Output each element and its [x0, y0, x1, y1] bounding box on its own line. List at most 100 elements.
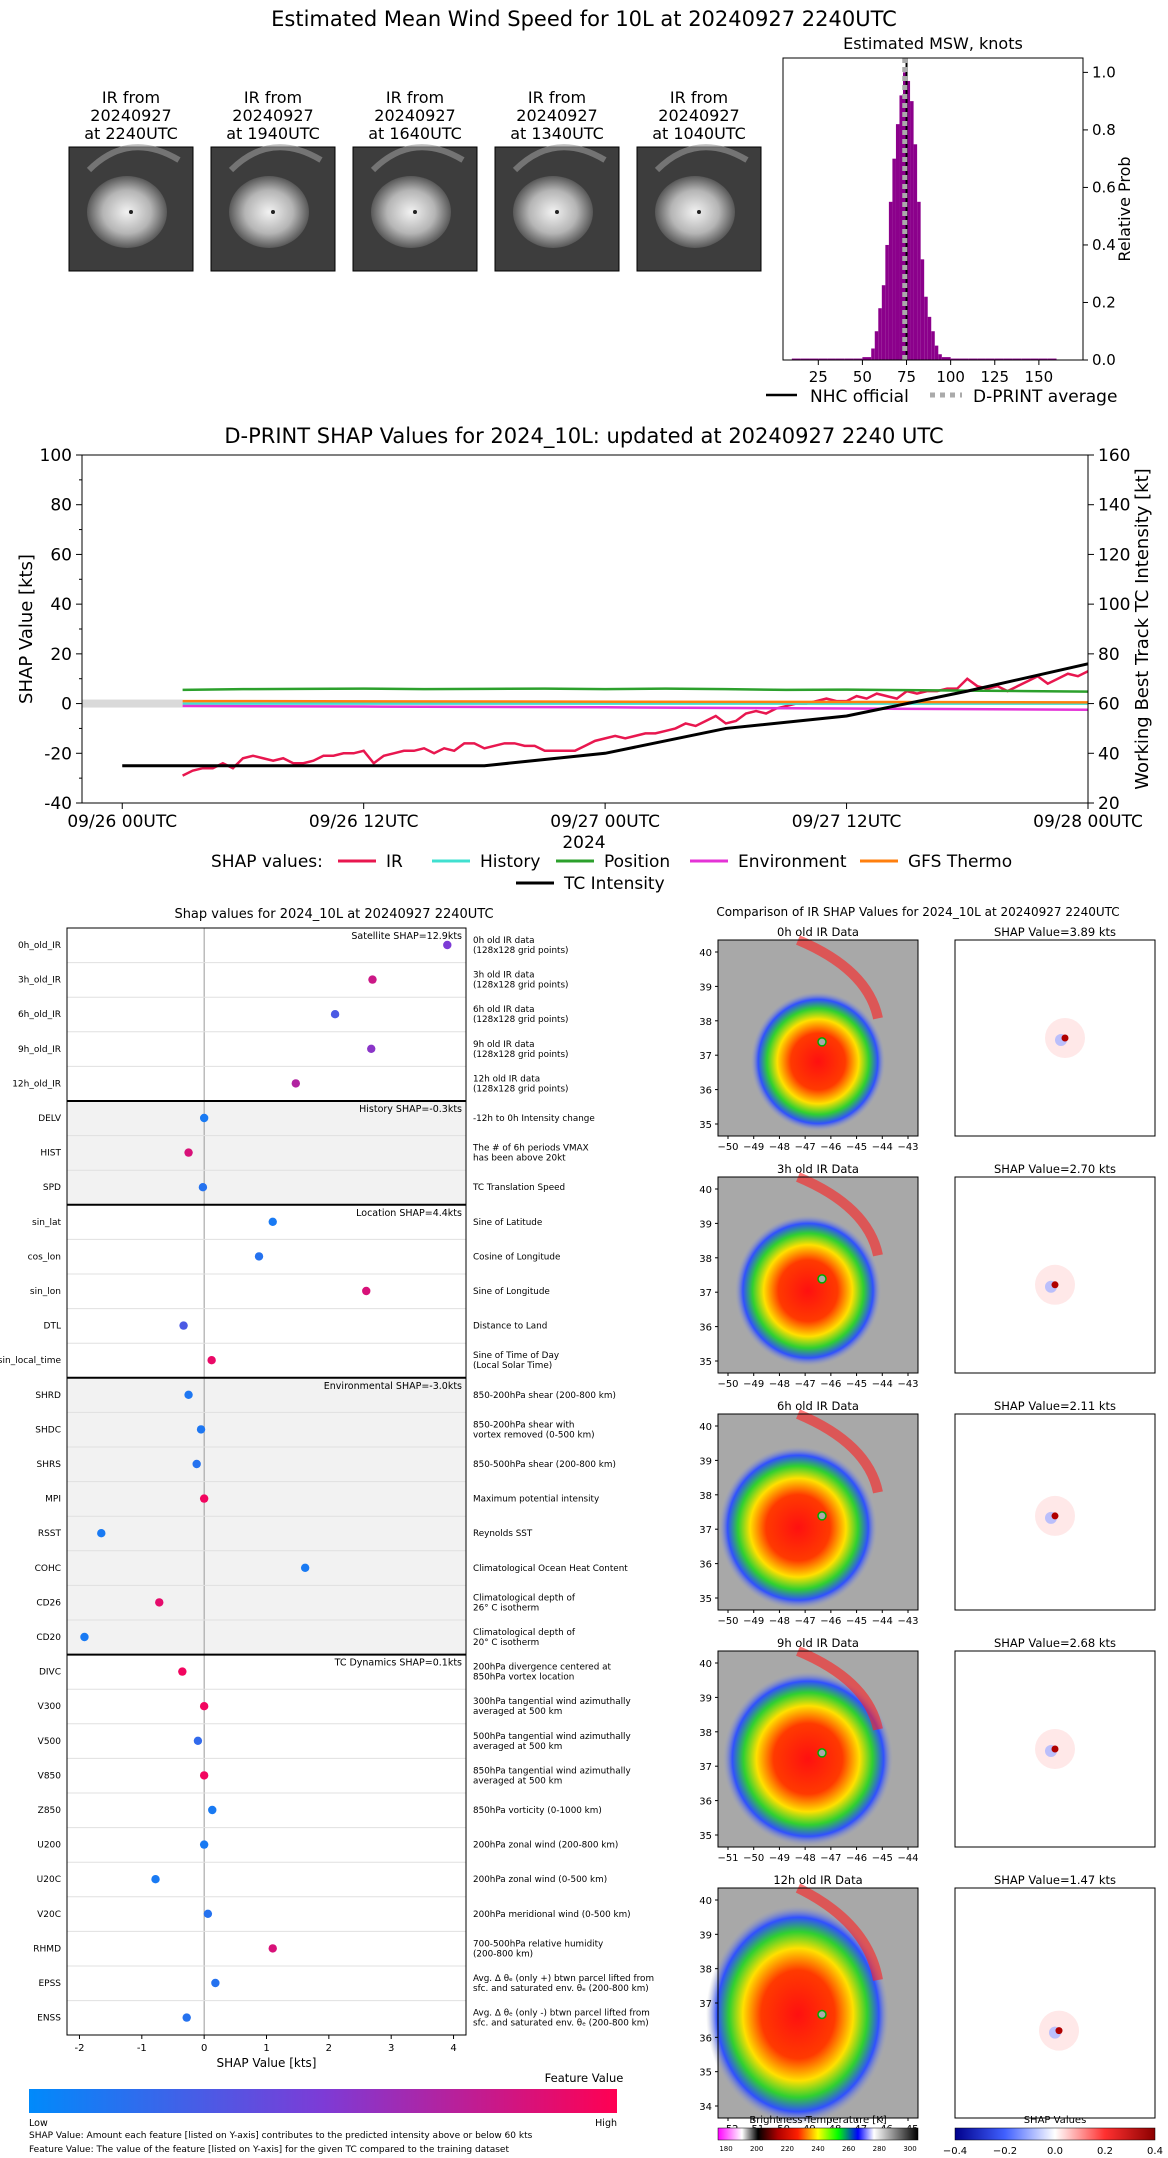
shap-colorbar-tick: 0.2: [1097, 2146, 1113, 2157]
shap-hotspot: [1055, 2027, 1063, 2035]
feature-description: (128x128 grid points): [473, 1015, 569, 1025]
histogram-title: Estimated MSW, knots: [843, 34, 1023, 53]
y2-tick-label: 160: [1098, 446, 1130, 466]
feature-point: [199, 1113, 209, 1123]
y-tick-label: -20: [44, 744, 72, 764]
feature-name: CD20: [36, 1633, 61, 1643]
histogram-bar: [1012, 358, 1022, 360]
ir-frame: [717, 1650, 919, 1848]
ir-frame: [717, 939, 919, 1137]
cloud-band: [228, 144, 323, 173]
legend-label: D-PRINT average: [973, 387, 1117, 407]
feature-description: 500hPa tangential wind azimuthally: [473, 1732, 631, 1742]
feature-description: 20° C isotherm: [473, 1638, 539, 1648]
feature-name: DELV: [38, 1114, 62, 1124]
y-tick-label: 35: [699, 1357, 712, 1368]
feature-name: sin_lon: [30, 1287, 61, 1297]
maps-title: Comparison of IR SHAP Values for 2024_10…: [716, 905, 1119, 919]
ir-colorbar-tick: 200: [750, 2145, 763, 2153]
x-tick-label: −48: [769, 1616, 790, 1627]
y2-tick-label: 140: [1098, 496, 1130, 516]
ir-colorbar-title: Brightness Temperature [K]: [749, 2115, 886, 2126]
y-axis-label: SHAP Value [kts]: [16, 554, 37, 704]
shap-panel-title: SHAP Value=2.68 kts: [994, 1636, 1116, 1650]
legend-label: NHC official: [810, 387, 909, 407]
x-tick-label: −50: [717, 1616, 738, 1627]
shap-colorbar-tick: −0.2: [993, 2146, 1017, 2157]
histogram-bar: [913, 144, 918, 360]
feature-name: V850: [38, 1771, 62, 1781]
feature-point: [199, 1840, 209, 1849]
feature-name: MPI: [45, 1495, 61, 1505]
ir-spiral-band: [796, 935, 883, 1020]
y-tick-label: 20: [50, 645, 72, 665]
legend-label: Environment: [738, 852, 847, 872]
feature-point: [193, 1736, 203, 1746]
storm-cloud: [371, 176, 451, 248]
feature-point: [178, 1667, 187, 1676]
feature-point: [208, 1805, 217, 1815]
x-tick-label: −50: [717, 1142, 738, 1153]
feature-description: Avg. Δ θₑ (only -) btwn parcel lifted fr…: [473, 2009, 650, 2019]
feature-name: SHDC: [35, 1425, 61, 1435]
ir-panel: [717, 1646, 919, 1848]
y-tick-label: 39: [699, 1930, 712, 1941]
feature-name: cos_lon: [28, 1252, 61, 1262]
feature-description: 850-200hPa shear (200-800 km): [473, 1391, 616, 1401]
histogram-bar: [977, 358, 986, 360]
feature-name: CD26: [36, 1598, 61, 1608]
footnote-shap: SHAP Value: Amount each feature [listed …: [29, 2131, 533, 2141]
x-tick-label: −43: [897, 1379, 918, 1390]
ir-thumbnail: [494, 144, 620, 272]
feature-name: 9h_old_IR: [18, 1045, 61, 1055]
legend-label: TC Intensity: [563, 874, 665, 894]
feature-name: sin_lat: [32, 1218, 61, 1228]
legend-title: SHAP values:: [211, 852, 323, 872]
y2-tick-label: 20: [1098, 794, 1120, 814]
feature-description: vortex removed (0-500 km): [473, 1430, 595, 1440]
feature-description: 26° C isotherm: [473, 1603, 539, 1613]
y-tick-label: 35: [699, 1831, 712, 1842]
feature-point: [80, 1632, 89, 1642]
series-line: [182, 670, 1089, 777]
thumbnail-label: 20240927: [90, 106, 171, 125]
ir-storm: [750, 990, 886, 1133]
feature-description: Climatological Ocean Heat Content: [473, 1564, 628, 1574]
x-tick-label: 25: [809, 368, 828, 386]
series-line: [122, 662, 1089, 768]
y2-tick-label: 60: [1098, 695, 1120, 715]
y-tick-label: 38: [699, 1254, 712, 1265]
thumbnail-label: IR from: [528, 88, 586, 107]
x-axis-label: SHAP Value [kts]: [217, 2056, 317, 2070]
thumbnail-label: 20240927: [374, 106, 455, 125]
y-tick-label: -40: [44, 794, 72, 814]
feature-name: 3h_old_IR: [18, 976, 61, 986]
x-tick-label: 125: [980, 368, 1009, 386]
x-tick-label: −46: [846, 1853, 867, 1864]
x-tick-label: 2: [326, 2043, 332, 2054]
x-tick-label: −48: [769, 1142, 790, 1153]
feature-name: ENSS: [37, 2014, 61, 2024]
feature-name: 6h_old_IR: [18, 1010, 61, 1020]
feature-description: 200hPa zonal wind (0-500 km): [473, 1875, 607, 1885]
y-tick-label: 100: [40, 446, 72, 466]
feature-description: sfc. and saturated env. θₑ (200-800 km): [473, 1984, 649, 1994]
ir-panel-title: 3h old IR Data: [777, 1162, 859, 1176]
feature-point: [199, 1771, 209, 1780]
series-line: [182, 699, 1089, 704]
feature-description: sfc. and saturated env. θₑ (200-800 km): [473, 2019, 649, 2029]
feature-description: The # of 6h periods VMAX: [472, 1144, 589, 1154]
y-tick-label: 37: [699, 1762, 712, 1773]
storm-eye: [697, 210, 701, 214]
feature-name: RSST: [38, 1529, 62, 1539]
y2-tick-label: 40: [1098, 744, 1120, 764]
storm-eye: [555, 210, 559, 214]
x-tick-label: −46: [820, 1616, 841, 1627]
feature-point: [97, 1529, 106, 1538]
y-tick-label: 35: [699, 2068, 712, 2079]
feature-description: 300hPa tangential wind azimuthally: [473, 1697, 631, 1707]
histogram-bar: [903, 72, 907, 360]
group-label: Satellite SHAP=12.9kts: [351, 931, 462, 942]
y-tick-label: 40: [50, 595, 72, 615]
y-tick-label: 38: [699, 1728, 712, 1739]
